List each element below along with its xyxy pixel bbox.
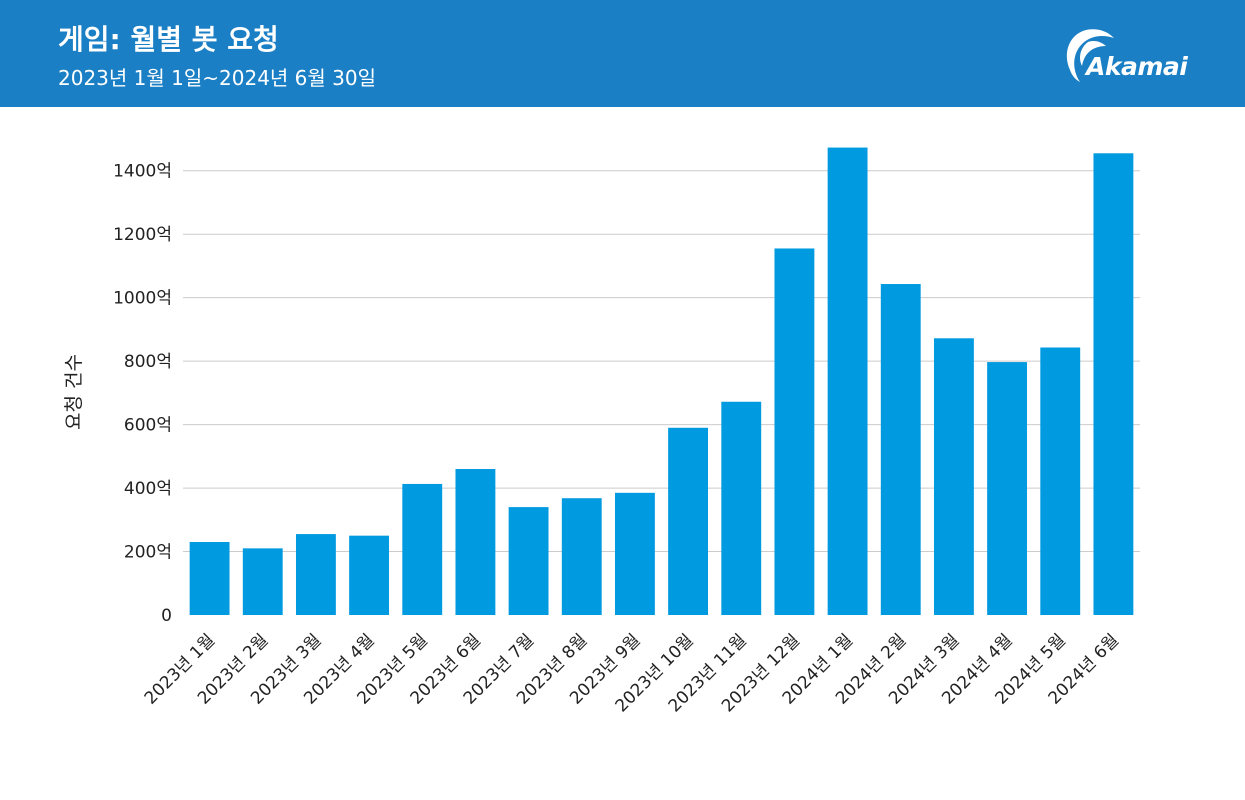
header-banner: 게임: 월별 봇 요청 2023년 1월 1일~2024년 6월 30일 Aka…	[0, 0, 1245, 107]
y-tick-label: 0	[161, 606, 172, 626]
bar	[933, 338, 974, 615]
bar	[987, 362, 1028, 615]
y-tick-label: 400억	[124, 479, 172, 499]
akamai-logo-text: Akamai	[1086, 52, 1188, 81]
bar	[242, 548, 283, 615]
bar	[349, 535, 390, 615]
bar	[774, 248, 815, 616]
y-tick-label: 600억	[124, 416, 172, 436]
chart-subtitle: 2023년 1월 1일~2024년 6월 30일	[58, 66, 377, 90]
bar	[295, 534, 336, 615]
bars	[189, 147, 1134, 616]
bar	[402, 483, 443, 615]
bar	[827, 147, 868, 615]
bar	[880, 284, 921, 615]
chart-title: 게임: 월별 봇 요청	[58, 23, 279, 56]
y-tick-label: 1200억	[113, 225, 172, 245]
y-axis-title: 요청 건수	[63, 354, 85, 430]
bar	[561, 498, 602, 615]
y-tick-label: 1400억	[113, 162, 172, 182]
akamai-logo: Akamai	[1058, 24, 1208, 86]
bar	[1040, 347, 1081, 615]
bar	[189, 542, 230, 615]
y-axis-ticks: 0 200억 400억 600억 800억 1000억 1200억 1400억	[113, 162, 172, 626]
bar	[668, 427, 709, 615]
grid-lines	[183, 170, 1140, 553]
bar-chart: 0 200억 400억 600억 800억 1000억 1200억 1400억 2023년 1…	[63, 147, 1140, 716]
bar	[614, 492, 655, 615]
y-tick-label: 200억	[124, 543, 172, 563]
akamai-swoosh-icon	[1066, 29, 1114, 82]
bar	[721, 401, 762, 615]
y-tick-label: 800억	[124, 352, 172, 372]
y-tick-label: 1000억	[113, 289, 172, 309]
bar	[1093, 153, 1134, 615]
bar	[508, 507, 549, 615]
bar	[455, 469, 496, 615]
